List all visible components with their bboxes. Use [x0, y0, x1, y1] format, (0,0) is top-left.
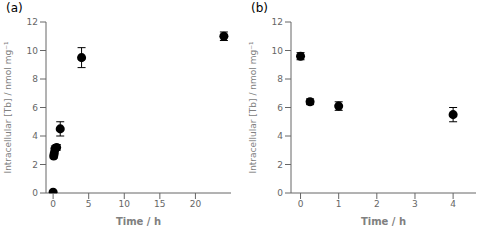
svg-text:10: 10 — [272, 46, 284, 56]
svg-text:4: 4 — [450, 199, 456, 209]
svg-text:10: 10 — [27, 46, 39, 56]
svg-text:Intracellular [Tb] / nmol mg⁻¹: Intracellular [Tb] / nmol mg⁻¹ — [8, 41, 13, 173]
svg-text:12: 12 — [27, 17, 38, 27]
svg-text:10: 10 — [119, 199, 131, 209]
svg-text:0: 0 — [277, 188, 283, 198]
svg-text:4: 4 — [32, 131, 38, 141]
svg-text:2: 2 — [277, 160, 283, 170]
svg-text:2: 2 — [374, 199, 380, 209]
svg-text:0: 0 — [32, 188, 38, 198]
svg-text:5: 5 — [86, 199, 92, 209]
svg-text:20: 20 — [190, 199, 202, 209]
svg-text:2: 2 — [32, 160, 38, 170]
svg-text:8: 8 — [277, 74, 283, 84]
svg-text:Intracellular [Tb] / nmol mg⁻¹: Intracellular [Tb] / nmol mg⁻¹ — [248, 41, 258, 173]
html-text:(a): (a) — [6, 1, 23, 15]
html-text:(b): (b) — [251, 1, 268, 15]
svg-text:8: 8 — [32, 74, 38, 84]
svg-text:1: 1 — [336, 199, 342, 209]
svg-text:Time / h: Time / h — [361, 216, 406, 227]
svg-text:6: 6 — [32, 103, 38, 113]
svg-text:12: 12 — [272, 17, 283, 27]
svg-text:0: 0 — [298, 199, 304, 209]
svg-text:15: 15 — [154, 199, 165, 209]
svg-text:4: 4 — [277, 131, 283, 141]
svg-text:3: 3 — [412, 199, 418, 209]
svg-text:0: 0 — [50, 199, 56, 209]
svg-text:Time / h: Time / h — [116, 216, 161, 227]
svg-text:6: 6 — [277, 103, 283, 113]
